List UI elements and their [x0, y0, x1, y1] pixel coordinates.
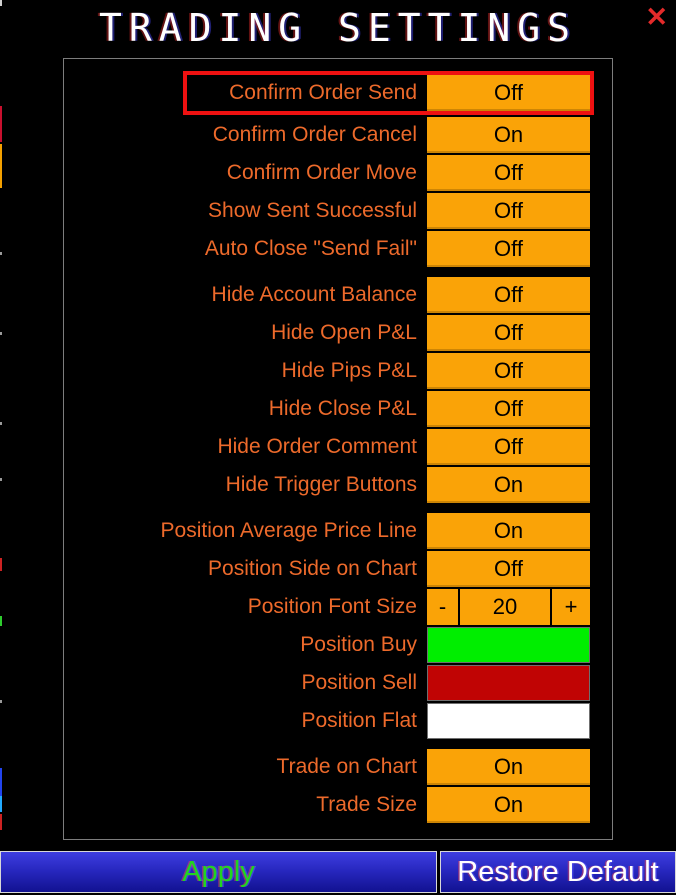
settings-group-hide-options: Hide Account Balance Off Hide Open P&L O… — [64, 277, 612, 503]
setting-row-position-average-price-line: Position Average Price Line On — [64, 513, 590, 549]
setting-row-position-font-size: Position Font Size - 20 + — [64, 589, 590, 625]
setting-label: Confirm Order Cancel — [212, 123, 417, 146]
settings-panel: Confirm Order Send Off Confirm Order Can… — [63, 58, 613, 840]
toggle-auto-close-send-fail[interactable]: Off — [427, 231, 590, 267]
toggle-hide-account-balance[interactable]: Off — [427, 277, 590, 313]
setting-row-hide-order-comment: Hide Order Comment Off — [64, 429, 590, 465]
setting-row-hide-account-balance: Hide Account Balance Off — [64, 277, 590, 313]
setting-row-position-side-on-chart: Position Side on Chart Off — [64, 551, 590, 587]
setting-label: Confirm Order Send — [229, 81, 417, 104]
toggle-hide-order-comment[interactable]: Off — [427, 429, 590, 465]
setting-label: Hide Account Balance — [211, 283, 417, 306]
setting-label: Auto Close "Send Fail" — [204, 237, 417, 260]
setting-row-auto-close-send-fail: Auto Close "Send Fail" Off — [64, 231, 590, 267]
setting-row-trade-on-chart: Trade on Chart On — [64, 749, 590, 785]
setting-label: Hide Close P&L — [268, 397, 417, 420]
setting-row-show-sent-successful: Show Sent Successful Off — [64, 193, 590, 229]
setting-row-hide-close-pl: Hide Close P&L Off — [64, 391, 590, 427]
setting-label: Trade Size — [316, 793, 417, 816]
setting-label: Trade on Chart — [276, 755, 417, 778]
toggle-position-average-price-line[interactable]: On — [427, 513, 590, 549]
setting-label: Hide Pips P&L — [281, 359, 417, 382]
font-size-value: 20 — [460, 589, 550, 625]
apply-button[interactable]: Apply — [0, 851, 437, 893]
setting-label: Position Average Price Line — [160, 519, 417, 542]
toggle-hide-close-pl[interactable]: Off — [427, 391, 590, 427]
setting-label: Show Sent Successful — [208, 199, 417, 222]
setting-row-position-buy: Position Buy — [64, 627, 590, 663]
position-buy-color-swatch[interactable] — [427, 627, 590, 663]
setting-row-confirm-order-cancel: Confirm Order Cancel On — [64, 117, 590, 153]
setting-row-hide-pips-pl: Hide Pips P&L Off — [64, 353, 590, 389]
setting-row-position-flat: Position Flat — [64, 703, 590, 739]
setting-label: Position Side on Chart — [208, 557, 417, 580]
setting-label: Position Flat — [301, 709, 417, 732]
dialog-title: TRADING SETTINGS — [98, 6, 578, 50]
setting-label: Position Sell — [301, 671, 417, 694]
toggle-hide-open-pl[interactable]: Off — [427, 315, 590, 351]
setting-row-hide-open-pl: Hide Open P&L Off — [64, 315, 590, 351]
setting-label: Position Font Size — [247, 595, 417, 618]
restore-default-button[interactable]: Restore Default — [440, 851, 676, 893]
font-size-increase-button[interactable]: + — [552, 589, 590, 625]
toggle-hide-pips-pl[interactable]: Off — [427, 353, 590, 389]
chart-bleed-strip — [0, 0, 2, 895]
settings-group-position: Position Average Price Line On Position … — [64, 513, 612, 739]
toggle-confirm-order-move[interactable]: Off — [427, 155, 590, 191]
toggle-show-sent-successful[interactable]: Off — [427, 193, 590, 229]
setting-label: Hide Order Comment — [217, 435, 417, 458]
toggle-hide-trigger-buttons[interactable]: On — [427, 467, 590, 503]
toggle-trade-size[interactable]: On — [427, 787, 590, 823]
setting-label: Hide Trigger Buttons — [225, 473, 417, 496]
toggle-trade-on-chart[interactable]: On — [427, 749, 590, 785]
footer-bar: Apply Restore Default — [0, 851, 676, 893]
toggle-confirm-order-cancel[interactable]: On — [427, 117, 590, 153]
setting-row-trade-size: Trade Size On — [64, 787, 590, 823]
selection-highlight: Confirm Order Send Off — [183, 71, 594, 115]
setting-label: Hide Open P&L — [271, 321, 417, 344]
position-font-size-stepper: - 20 + — [427, 589, 590, 625]
setting-row-hide-trigger-buttons: Hide Trigger Buttons On — [64, 467, 590, 503]
close-icon[interactable]: ✕ — [645, 2, 668, 32]
font-size-decrease-button[interactable]: - — [427, 589, 458, 625]
settings-group-confirmations: Confirm Order Send Off Confirm Order Can… — [64, 71, 612, 267]
position-flat-color-swatch[interactable] — [427, 703, 590, 739]
toggle-confirm-order-send[interactable]: Off — [427, 75, 590, 111]
setting-label: Position Buy — [300, 633, 417, 656]
setting-row-confirm-order-send: Confirm Order Send Off — [64, 71, 594, 115]
setting-row-position-sell: Position Sell — [64, 665, 590, 701]
setting-label: Confirm Order Move — [226, 161, 417, 184]
settings-group-trade: Trade on Chart On Trade Size On — [64, 749, 612, 823]
setting-row-confirm-order-move: Confirm Order Move Off — [64, 155, 590, 191]
toggle-position-side-on-chart[interactable]: Off — [427, 551, 590, 587]
position-sell-color-swatch[interactable] — [427, 665, 590, 701]
